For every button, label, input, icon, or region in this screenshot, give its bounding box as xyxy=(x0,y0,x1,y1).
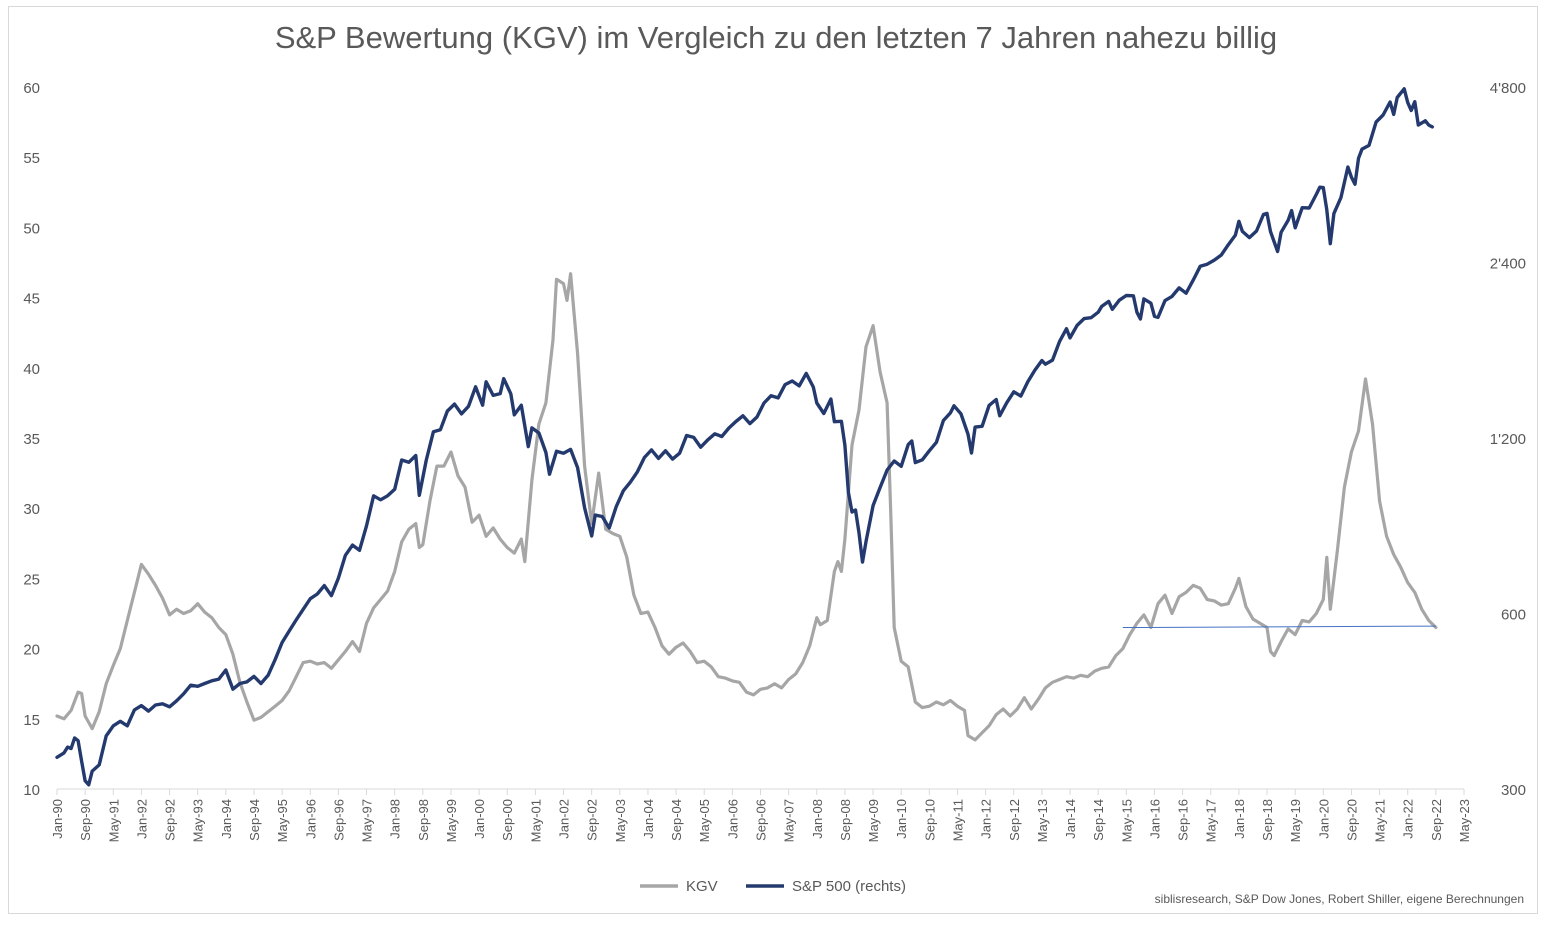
series-line-kgv xyxy=(55,272,1438,742)
x-tick-label: Sep-92 xyxy=(163,799,178,841)
x-tick-label: Jan-92 xyxy=(134,799,149,839)
left-tick-label: 20 xyxy=(23,642,40,659)
x-tick-label: May-17 xyxy=(1204,799,1219,842)
x-axis: Jan-90 Sep-90 May-91 Jan-92 Sep-92 May-93 Jan-… xyxy=(50,788,1472,842)
x-tick-label: Sep-90 xyxy=(78,799,93,841)
right-tick-label: 1'200 xyxy=(1490,431,1526,448)
x-tick-label: Sep-94 xyxy=(247,799,262,841)
x-tick-label: May-95 xyxy=(275,799,290,842)
x-tick-label: May-15 xyxy=(1119,799,1134,842)
x-tick-label: Jan-98 xyxy=(388,799,403,839)
source-note: siblisresearch, S&P Dow Jones, Robert Sh… xyxy=(1154,892,1524,906)
x-tick-label: Sep-12 xyxy=(1007,799,1022,841)
x-tick-label: Sep-98 xyxy=(416,799,431,841)
x-tick-label: Jan-08 xyxy=(810,799,825,839)
x-tick-label: Sep-10 xyxy=(922,799,937,841)
x-tick-label: May-21 xyxy=(1373,799,1388,842)
x-tick-label: Sep-18 xyxy=(1260,799,1275,841)
x-tick-label: May-93 xyxy=(191,799,206,842)
x-tick-label: Sep-20 xyxy=(1344,799,1359,841)
left-tick-label: 50 xyxy=(23,220,40,237)
left-tick-label: 30 xyxy=(23,501,40,518)
x-tick-label: Jan-94 xyxy=(219,799,234,839)
x-tick-label: Jan-12 xyxy=(979,799,994,839)
x-tick-label: May-99 xyxy=(444,799,459,842)
right-tick-label: 600 xyxy=(1501,607,1526,624)
x-tick-label: Jan-02 xyxy=(557,799,572,839)
x-tick-label: Sep-16 xyxy=(1176,799,1191,841)
x-tick-label: May-11 xyxy=(950,799,965,841)
legend: KGV S&P 500 (rechts) xyxy=(640,878,906,895)
legend-label: S&P 500 (rechts) xyxy=(792,878,906,895)
x-tick-label: Jan-90 xyxy=(50,799,65,839)
x-tick-label: May-03 xyxy=(613,799,628,842)
x-tick-label: Jan-16 xyxy=(1147,799,1162,839)
series-line-sp500 xyxy=(55,87,1434,787)
left-tick-label: 55 xyxy=(23,150,40,167)
left-tick-label: 40 xyxy=(23,361,40,378)
x-tick-label: Sep-96 xyxy=(331,799,346,841)
x-tick-label: Jan-06 xyxy=(725,799,740,839)
x-tick-label: Jan-00 xyxy=(472,799,487,839)
x-tick-label: May-01 xyxy=(528,799,543,842)
x-tick-label: Jan-20 xyxy=(1316,799,1331,839)
right-tick-label: 4'800 xyxy=(1490,80,1526,97)
x-tick-label: Jan-14 xyxy=(1063,799,1078,839)
legend-label: KGV xyxy=(686,878,718,895)
x-tick-label: Sep-06 xyxy=(754,799,769,841)
x-tick-label: Sep-14 xyxy=(1091,799,1106,841)
right-tick-label: 2'400 xyxy=(1490,256,1526,273)
x-tick-label: May-97 xyxy=(360,799,375,842)
left-axis-ticks: 10 15 20 25 30 35 40 45 50 55 60 xyxy=(23,80,40,799)
x-tick-label: May-19 xyxy=(1288,799,1303,842)
x-tick-label: Sep-22 xyxy=(1429,799,1444,841)
x-tick-label: May-05 xyxy=(697,799,712,842)
x-tick-label: Sep-00 xyxy=(500,799,515,841)
x-tick-label: May-91 xyxy=(106,799,121,842)
series-lines xyxy=(55,87,1438,787)
x-tick-label: Sep-04 xyxy=(669,799,684,841)
x-tick-label: May-13 xyxy=(1035,799,1050,842)
x-tick-label: Jan-18 xyxy=(1232,799,1247,839)
chart-frame xyxy=(8,6,1538,914)
left-tick-label: 45 xyxy=(23,291,40,308)
left-tick-label: 35 xyxy=(23,431,40,448)
x-tick-label: Jan-04 xyxy=(641,799,656,839)
x-tick-label: Jan-96 xyxy=(303,799,318,839)
x-tick-label: Jan-22 xyxy=(1401,799,1416,839)
right-axis-ticks: 300 600 1'200 2'400 4'800 xyxy=(1490,80,1526,799)
left-tick-label: 10 xyxy=(23,782,40,799)
x-tick-label: Sep-02 xyxy=(585,799,600,841)
x-tick-label: May-07 xyxy=(782,799,797,842)
x-tick-label: Jan-10 xyxy=(894,799,909,839)
x-tick-label: May-09 xyxy=(866,799,881,842)
left-tick-label: 15 xyxy=(23,712,40,729)
x-tick-label: Sep-08 xyxy=(838,799,853,841)
left-tick-label: 60 xyxy=(23,80,40,97)
right-tick-label: 300 xyxy=(1501,782,1526,799)
chart-title: S&P Bewertung (KGV) im Vergleich zu den … xyxy=(274,20,1278,55)
left-tick-label: 25 xyxy=(23,571,40,588)
x-tick-label: May-23 xyxy=(1457,799,1472,842)
reference-line xyxy=(1122,625,1436,629)
